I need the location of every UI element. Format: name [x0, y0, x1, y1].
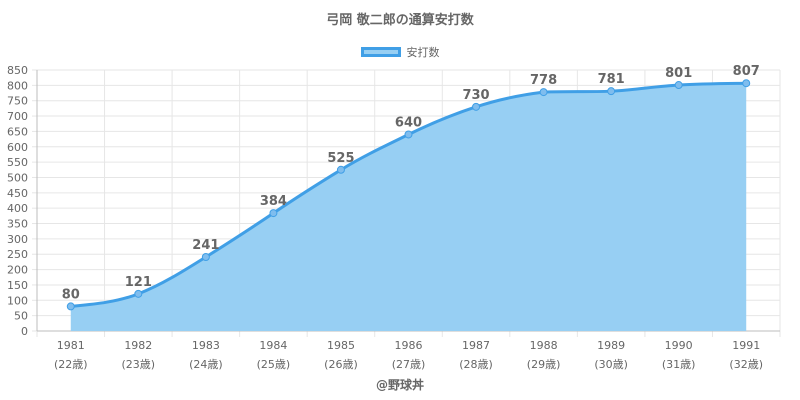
- y-tick-label: 50: [14, 310, 28, 323]
- x-tick-label: 1985: [327, 339, 355, 352]
- x-tick-sublabel: (30歳): [594, 358, 628, 371]
- x-tick-label: 1982: [124, 339, 152, 352]
- y-tick-label: 500: [7, 171, 28, 184]
- data-label: 730: [462, 88, 489, 103]
- y-tick-label: 600: [7, 141, 28, 154]
- series-area: [70, 83, 747, 332]
- data-point: [539, 88, 548, 97]
- data-label: 241: [192, 238, 219, 253]
- x-tick-sublabel: (28歳): [459, 358, 493, 371]
- y-tick-label: 750: [7, 95, 28, 108]
- x-tick-label: 1986: [395, 339, 423, 352]
- data-label: 80: [62, 287, 80, 302]
- x-tick-sublabel: (27歳): [392, 358, 426, 371]
- y-tick-label: 450: [7, 187, 28, 200]
- y-tick-label: 150: [7, 279, 28, 292]
- y-tick-label: 800: [7, 79, 28, 92]
- legend-label: 安打数: [406, 46, 440, 59]
- y-tick-label: 700: [7, 110, 28, 123]
- x-tick-label: 1991: [732, 339, 760, 352]
- x-tick-sublabel: (31歳): [662, 358, 696, 371]
- x-tick-sublabel: (26歳): [324, 358, 358, 371]
- y-tick-label: 550: [7, 156, 28, 169]
- y-tick-label: 400: [7, 202, 28, 215]
- data-label: 384: [260, 194, 287, 209]
- y-tick-label: 200: [7, 264, 28, 277]
- data-point: [201, 252, 210, 261]
- x-tick-sublabel: (24歳): [189, 358, 223, 371]
- y-tick-label: 350: [7, 218, 28, 231]
- x-tick-sublabel: (25歳): [257, 358, 291, 371]
- x-tick-sublabel: (22歳): [54, 358, 88, 371]
- y-tick-label: 0: [21, 325, 28, 338]
- data-label: 121: [125, 275, 152, 290]
- data-label: 807: [733, 64, 760, 79]
- x-tick-sublabel: (29歳): [527, 358, 561, 371]
- x-tick-sublabel: (32歳): [729, 358, 763, 371]
- chart-title: 弓岡 敬二郎の通算安打数: [326, 13, 474, 28]
- data-point: [66, 302, 75, 311]
- data-label: 781: [598, 72, 625, 87]
- x-tick-sublabel: (23歳): [122, 358, 156, 371]
- x-tick-label: 1990: [665, 339, 693, 352]
- x-tick-label: 1987: [462, 339, 490, 352]
- data-label: 801: [665, 66, 692, 81]
- y-tick-label: 300: [7, 233, 28, 246]
- data-point: [674, 81, 683, 90]
- data-point: [404, 130, 413, 139]
- data-label: 778: [530, 73, 557, 88]
- x-tick-label: 1988: [530, 339, 558, 352]
- legend[interactable]: 安打数: [0, 44, 800, 60]
- data-point: [336, 165, 345, 174]
- data-label: 525: [327, 151, 354, 166]
- data-point: [742, 79, 751, 88]
- data-point: [607, 87, 616, 96]
- x-tick-label: 1984: [259, 339, 287, 352]
- y-tick-label: 850: [7, 64, 28, 77]
- y-tick-label: 100: [7, 294, 28, 307]
- x-tick-label: 1983: [192, 339, 220, 352]
- data-point: [472, 102, 481, 111]
- data-point: [269, 209, 278, 218]
- legend-swatch: [360, 47, 401, 57]
- y-tick-label: 650: [7, 125, 28, 138]
- data-point: [134, 289, 143, 298]
- x-tick-label: 1989: [597, 339, 625, 352]
- y-tick-label: 250: [7, 248, 28, 261]
- credit-text: @野球丼: [375, 378, 424, 392]
- x-tick-label: 1981: [57, 339, 85, 352]
- data-label: 640: [395, 115, 422, 130]
